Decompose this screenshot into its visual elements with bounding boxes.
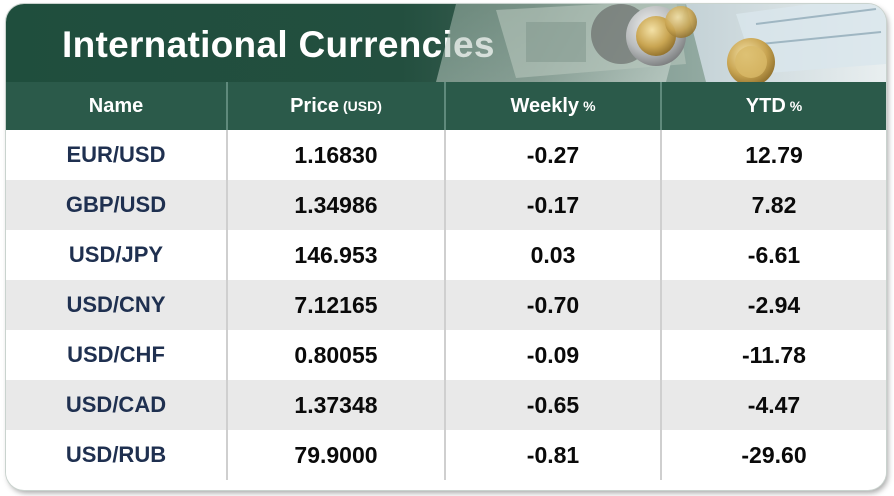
weekly-change-cell: 0.03: [446, 230, 662, 280]
price-cell: 0.80055: [228, 330, 446, 380]
price-cell: 7.12165: [228, 280, 446, 330]
ytd-change-cell: 12.79: [745, 141, 803, 168]
table-row: EUR/USD 1.16830 -0.27 12.79: [6, 130, 886, 180]
price-cell: 1.34986: [228, 180, 446, 230]
table-row: GBP/USD 1.34986 -0.17 7.82: [6, 180, 886, 230]
currency-name-cell: USD/RUB: [6, 430, 228, 480]
ytd-change-cell: -2.94: [747, 291, 801, 318]
column-header-unit: %: [583, 98, 596, 114]
table-header: Name Price (USD) Weekly % YTD %: [6, 82, 886, 130]
column-header-name: Name: [6, 82, 228, 130]
ytd-change-cell: -6.61: [747, 241, 801, 268]
column-header-unit: %: [789, 98, 803, 114]
column-header-price: Price (USD): [228, 82, 446, 130]
title-banner: International Currencies: [6, 4, 886, 82]
table-row: USD/CAD 1.37348 -0.65 -4.47: [6, 380, 886, 430]
ytd-change-cell: -11.78: [742, 341, 806, 368]
weekly-change-cell: -0.70: [446, 280, 662, 330]
table-row: USD/JPY 146.953 0.03 -6.61: [6, 230, 886, 280]
weekly-change-cell: -0.65: [446, 380, 662, 430]
ytd-change-cell: -29.60: [741, 441, 807, 468]
price-cell: 146.953: [228, 230, 446, 280]
banknotes-and-coins-image: [436, 4, 886, 82]
currency-name-cell: USD/CHF: [6, 330, 228, 380]
currency-name-cell: USD/JPY: [6, 230, 228, 280]
column-header-label: YTD: [745, 94, 786, 117]
currency-table: Name Price (USD) Weekly % YTD % EUR/USD …: [6, 82, 886, 490]
table-row: USD/CNY 7.12165 -0.70 -2.94: [6, 280, 886, 330]
column-header-label: Price: [290, 94, 340, 117]
currency-name-cell: USD/CAD: [6, 380, 228, 430]
column-header-label: Weekly: [510, 94, 580, 117]
currency-name-cell: GBP/USD: [6, 180, 228, 230]
currency-table-card: International Currencies: [6, 4, 886, 490]
table-body: EUR/USD 1.16830 -0.27 12.79 GBP/USD 1.34…: [6, 130, 886, 480]
column-header-ytd: YTD %: [662, 82, 886, 130]
price-cell: 1.16830: [228, 130, 446, 180]
ytd-change-cell: 7.82: [751, 191, 797, 218]
price-cell: 1.37348: [228, 380, 446, 430]
table-row: USD/RUB 79.9000 -0.81 -29.60: [6, 430, 886, 480]
weekly-change-cell: -0.81: [446, 430, 662, 480]
currency-name-cell: USD/CNY: [6, 280, 228, 330]
page-title: International Currencies: [62, 24, 495, 65]
currency-name-cell: EUR/USD: [6, 130, 228, 180]
weekly-change-cell: -0.09: [446, 330, 662, 380]
column-header-unit: (USD): [343, 98, 382, 114]
column-header-label: Name: [88, 94, 144, 117]
ytd-change-cell: -4.47: [747, 391, 801, 418]
table-row: USD/CHF 0.80055 -0.09 -11.78: [6, 330, 886, 380]
weekly-change-cell: -0.27: [446, 130, 662, 180]
column-header-weekly: Weekly %: [446, 82, 662, 130]
price-cell: 79.9000: [228, 430, 446, 480]
weekly-change-cell: -0.17: [446, 180, 662, 230]
